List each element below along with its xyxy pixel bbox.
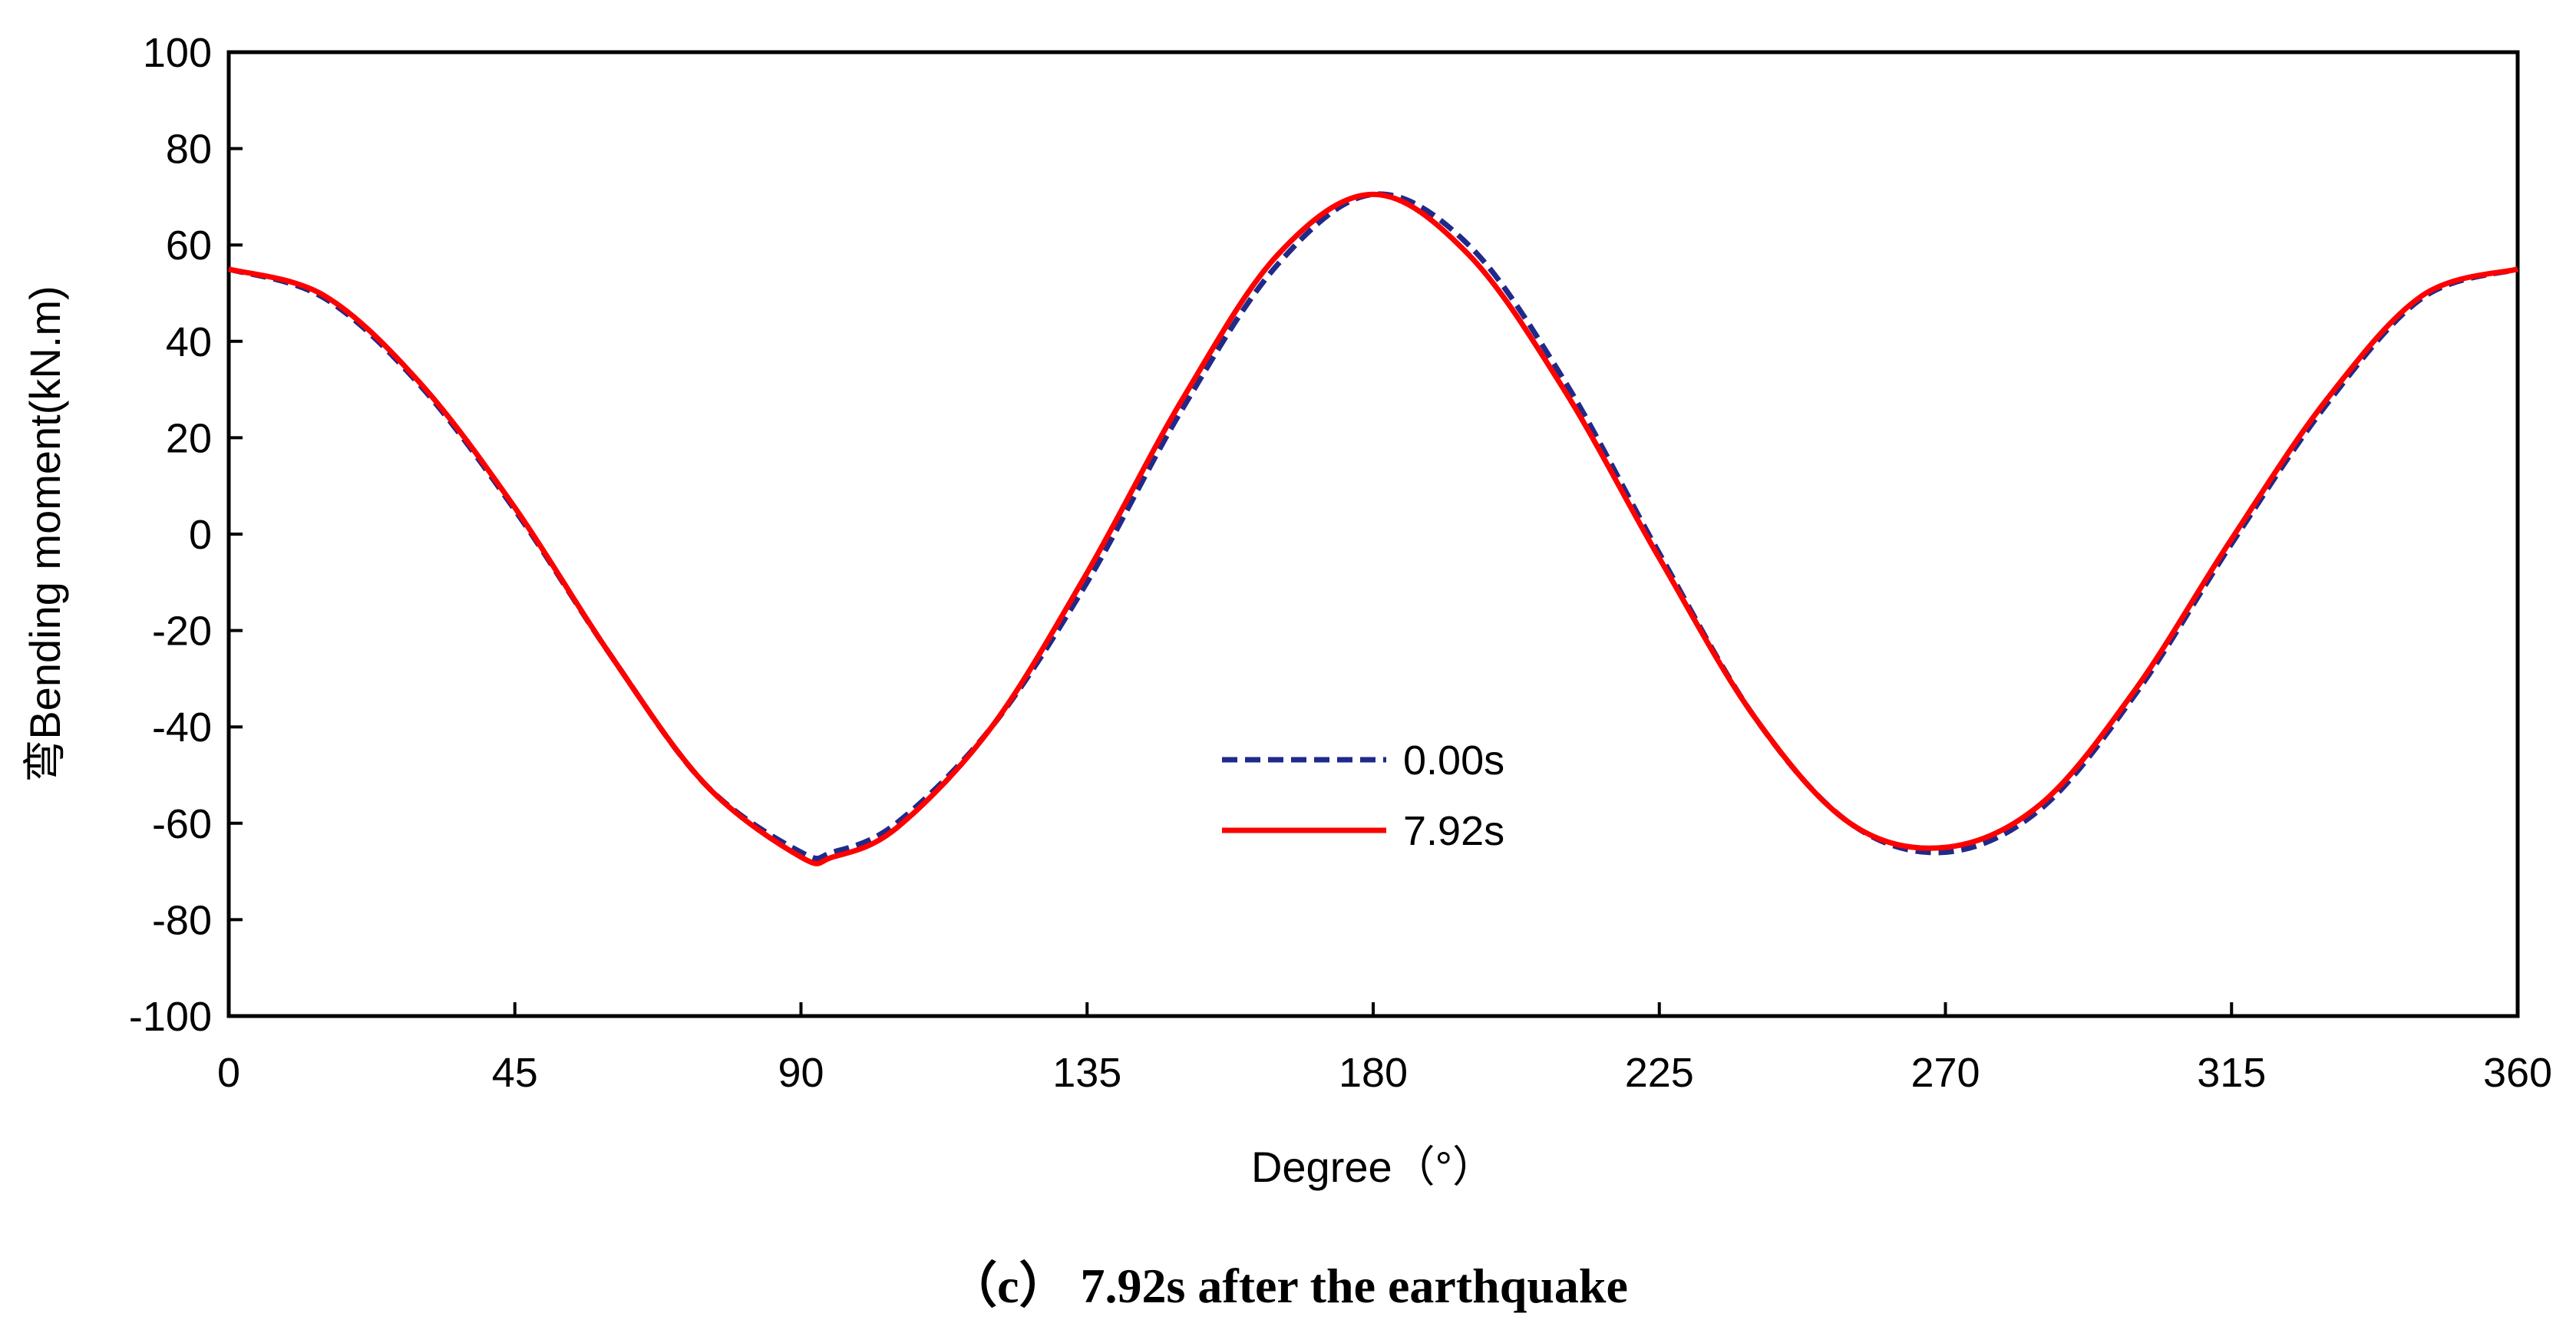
- x-axis-ticks: 0 45 90 135 180 225 270 315 360: [217, 1002, 2552, 1096]
- plot-area: [226, 50, 2520, 1018]
- y-tick-label: -80: [152, 897, 212, 943]
- y-tick-label: 0: [189, 512, 212, 558]
- y-axis-ticks: 100 80 60 40 20 0 -20 -40 -60 -80 -100: [129, 30, 243, 1040]
- series-layer: [227, 191, 2519, 866]
- y-tick-label: 60: [166, 223, 212, 269]
- figure-caption: （c） 7.92s after the earthquake: [948, 1259, 1628, 1313]
- y-tick-label: 80: [166, 127, 212, 173]
- y-tick-label: 20: [166, 415, 212, 461]
- series-line-solid: [228, 191, 2518, 866]
- x-tick-label: 90: [778, 1050, 824, 1096]
- x-tick-label: 45: [492, 1050, 538, 1096]
- legend: 0.00s 7.92s: [1222, 737, 1504, 854]
- x-axis-title: Degree（°）: [1251, 1143, 1495, 1191]
- x-tick-label: 0: [217, 1050, 240, 1096]
- y-tick-label: 40: [166, 319, 212, 365]
- y-axis-title: 弯Bending moment(kN.m): [21, 285, 69, 782]
- x-tick-label: 315: [2197, 1050, 2266, 1096]
- x-tick-label: 270: [1911, 1050, 1980, 1096]
- y-tick-label: -40: [152, 704, 212, 751]
- y-tick-label: 100: [143, 30, 212, 76]
- x-tick-label: 225: [1625, 1050, 1694, 1096]
- y-tick-label: -100: [129, 994, 212, 1040]
- y-tick-label: -60: [152, 801, 212, 847]
- x-tick-label: 360: [2483, 1050, 2552, 1096]
- x-tick-label: 180: [1339, 1050, 1408, 1096]
- legend-label: 7.92s: [1403, 808, 1504, 854]
- x-tick-label: 135: [1052, 1050, 1121, 1096]
- legend-label: 0.00s: [1403, 737, 1504, 784]
- y-tick-label: -20: [152, 609, 212, 655]
